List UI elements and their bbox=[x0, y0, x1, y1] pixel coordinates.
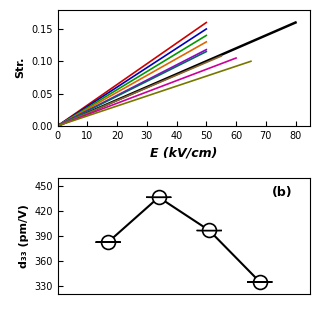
Text: (b): (b) bbox=[272, 186, 293, 199]
X-axis label: E (kV/cm): E (kV/cm) bbox=[150, 146, 218, 159]
Y-axis label: d₃₃ (pm/V): d₃₃ (pm/V) bbox=[19, 204, 29, 268]
Y-axis label: Str.: Str. bbox=[16, 57, 26, 78]
